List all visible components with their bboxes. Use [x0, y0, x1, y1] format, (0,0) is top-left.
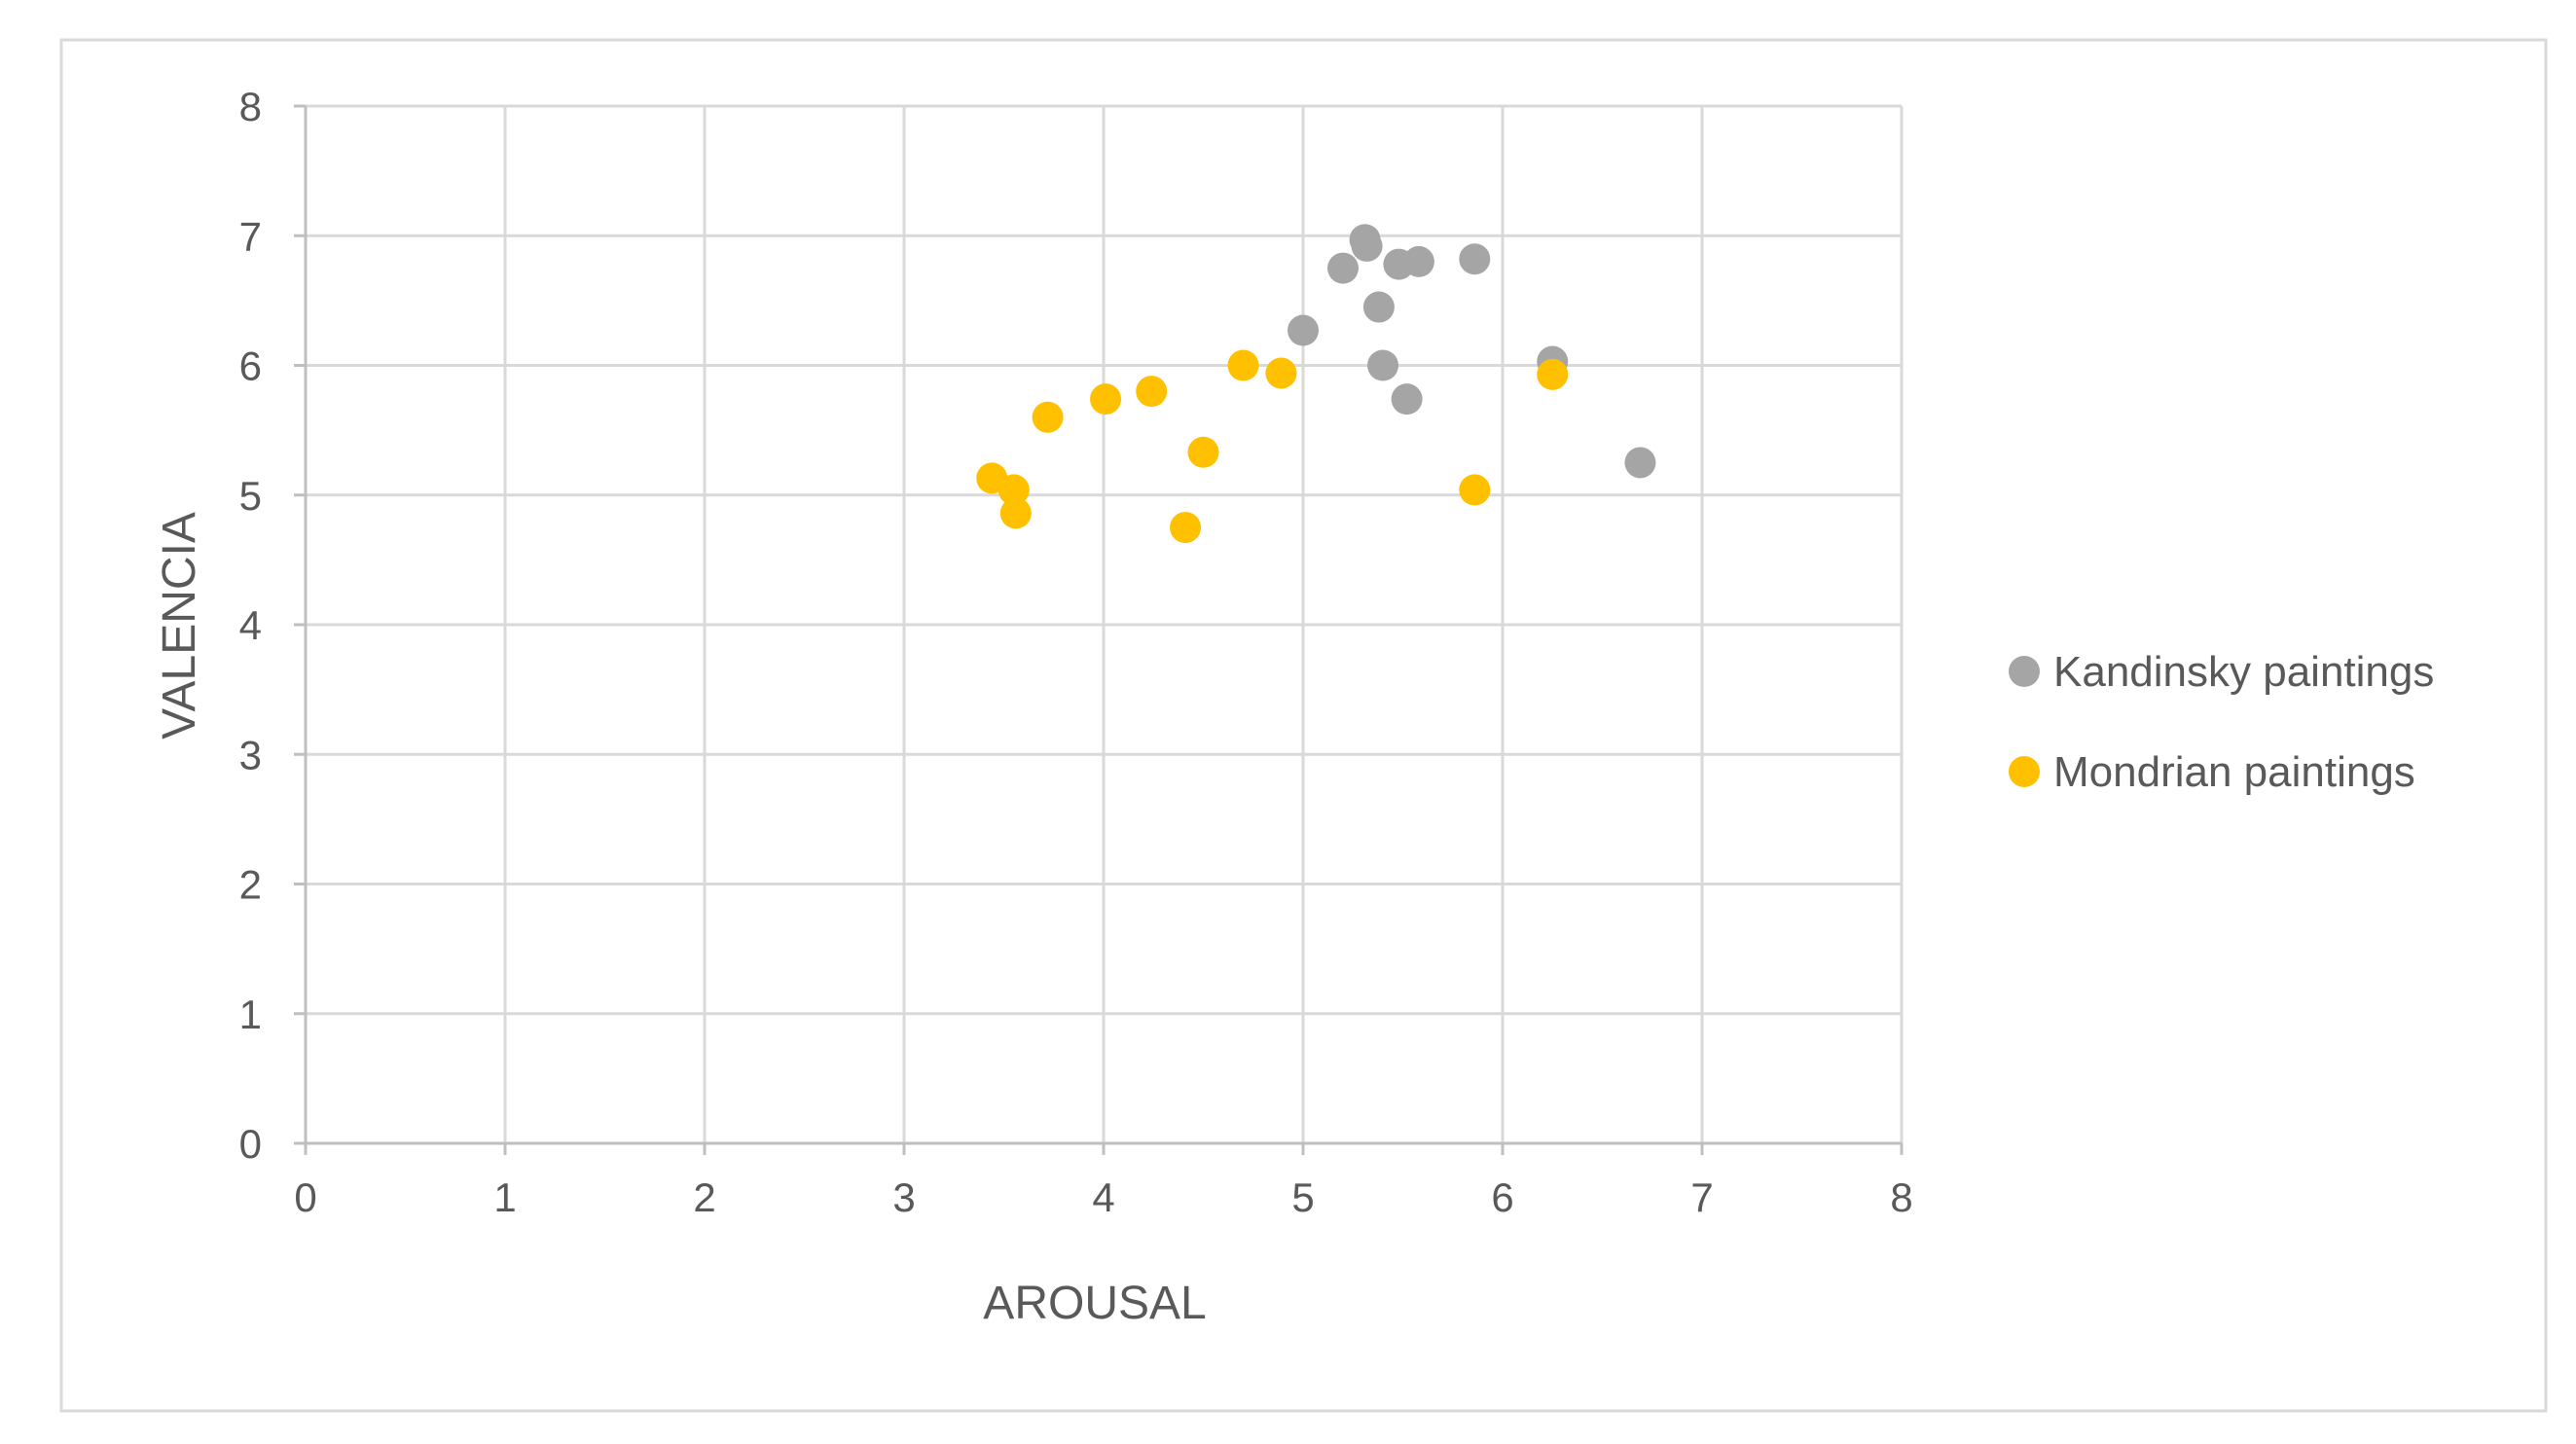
x-tick-label: 4 — [1092, 1174, 1114, 1220]
data-point — [1351, 230, 1383, 262]
series-2 — [976, 349, 1569, 544]
axes — [294, 104, 1904, 1155]
y-tick-label: 6 — [239, 343, 262, 389]
y-tick-label: 2 — [239, 862, 262, 908]
y-tick-label: 1 — [239, 992, 262, 1037]
data-point — [1288, 314, 1319, 346]
legend-marker — [2009, 656, 2040, 687]
data-point — [1327, 252, 1359, 284]
data-point — [1032, 401, 1064, 433]
legend: Kandinsky paintings Mondrian paintings — [2009, 648, 2434, 796]
y-tick-label: 7 — [239, 213, 262, 259]
y-tick-label: 0 — [239, 1121, 262, 1167]
x-tick-label: 5 — [1291, 1174, 1314, 1220]
y-tick-label: 5 — [239, 473, 262, 519]
x-axis-title: AROUSAL — [983, 1278, 1206, 1329]
data-point — [1136, 376, 1168, 408]
data-point — [1459, 474, 1491, 506]
data-point — [998, 474, 1030, 506]
data-points — [976, 224, 1656, 544]
data-point — [1391, 383, 1423, 415]
y-tick-label: 4 — [239, 602, 262, 648]
data-point — [1402, 245, 1434, 277]
y-tick-label: 8 — [239, 84, 262, 129]
tick-labels: 0 1 2 3 4 5 6 7 8 0 1 2 3 4 5 6 7 8 — [239, 84, 1913, 1220]
data-point — [1227, 349, 1259, 381]
x-tick-label: 8 — [1890, 1174, 1912, 1220]
x-tick-label: 6 — [1491, 1174, 1513, 1220]
data-point — [1459, 243, 1491, 275]
data-point — [1367, 349, 1398, 381]
y-axis-title: VALENCIA — [154, 512, 205, 740]
legend-label: Kandinsky paintings — [2053, 648, 2434, 696]
data-point — [1187, 436, 1219, 468]
legend-label: Mondrian paintings — [2053, 748, 2415, 796]
data-point — [1265, 357, 1297, 389]
data-point — [1090, 383, 1122, 415]
x-tick-label: 0 — [294, 1174, 316, 1220]
gridlines — [306, 104, 1904, 1143]
data-point — [1624, 447, 1656, 479]
x-tick-label: 7 — [1690, 1174, 1713, 1220]
x-tick-label: 3 — [892, 1174, 915, 1220]
legend-marker — [2009, 756, 2040, 787]
data-point — [1362, 291, 1395, 323]
data-point — [999, 497, 1032, 529]
x-tick-label: 2 — [693, 1174, 715, 1220]
x-tick-label: 1 — [493, 1174, 516, 1220]
y-tick-label: 3 — [239, 732, 262, 777]
data-point — [1537, 358, 1569, 390]
data-point — [1170, 512, 1202, 544]
